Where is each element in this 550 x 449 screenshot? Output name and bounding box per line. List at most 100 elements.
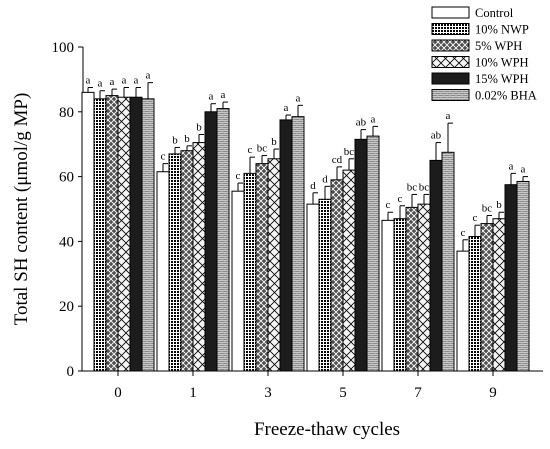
significance-label: a bbox=[284, 102, 289, 114]
legend-swatch bbox=[431, 89, 470, 101]
x-tick-label: 3 bbox=[264, 385, 272, 401]
bar bbox=[267, 158, 281, 372]
significance-label: a bbox=[521, 164, 526, 176]
bar bbox=[504, 184, 518, 372]
y-tick-label: 80 bbox=[59, 105, 74, 121]
significance-label: d bbox=[322, 173, 328, 185]
legend-label: Control bbox=[475, 6, 514, 20]
significance-label: a bbox=[134, 75, 139, 87]
x-tick-label: 7 bbox=[414, 385, 422, 401]
bar bbox=[168, 153, 182, 372]
significance-label: bc bbox=[407, 181, 418, 193]
bar bbox=[306, 203, 320, 372]
y-tick-label: 60 bbox=[59, 170, 74, 186]
legend-label: 0.02% BHA bbox=[475, 89, 537, 103]
bar bbox=[129, 96, 143, 372]
x-tick-label: 1 bbox=[189, 385, 197, 401]
significance-label: bc bbox=[482, 202, 493, 214]
legend: Control 10% NWP 5% WPH 10% WPH 15% WPH 0.02% … bbox=[431, 6, 537, 103]
bar bbox=[231, 190, 245, 372]
significance-label: a bbox=[446, 110, 451, 122]
significance-label: ab bbox=[356, 117, 367, 129]
legend-swatch bbox=[431, 39, 470, 52]
significance-label: c bbox=[461, 227, 466, 239]
legend-swatch bbox=[431, 6, 470, 19]
bar bbox=[105, 95, 119, 372]
x-tick-label: 5 bbox=[339, 385, 347, 401]
bar bbox=[381, 219, 395, 372]
significance-label: a bbox=[221, 89, 226, 101]
bar bbox=[366, 135, 380, 372]
legend-swatch bbox=[431, 72, 470, 85]
significance-label: a bbox=[209, 91, 214, 103]
significance-label: b bbox=[184, 133, 190, 145]
significance-label: c bbox=[386, 199, 391, 211]
bar bbox=[456, 250, 470, 372]
significance-label: b bbox=[496, 199, 502, 211]
significance-label: a bbox=[110, 76, 115, 88]
legend-label: 15% WPH bbox=[475, 72, 529, 86]
x-axis-title: Freeze-thaw cycles bbox=[254, 419, 400, 440]
bar bbox=[354, 138, 368, 372]
bar bbox=[417, 203, 431, 372]
y-tick-label: 20 bbox=[59, 299, 74, 315]
legend-label: 10% NWP bbox=[475, 23, 529, 37]
bar bbox=[405, 206, 419, 372]
y-tick-label: 100 bbox=[52, 40, 75, 56]
significance-label: b bbox=[196, 121, 202, 133]
bar bbox=[330, 179, 344, 372]
y-axis-title: Total SH content (μmol/g MP) bbox=[11, 93, 32, 326]
bar bbox=[81, 91, 95, 372]
bar bbox=[468, 236, 482, 372]
y-axis-title-group: Total SH content (μmol/g MP) bbox=[11, 93, 32, 326]
bar bbox=[243, 172, 257, 372]
bar bbox=[342, 169, 356, 372]
significance-label: c bbox=[398, 193, 403, 205]
significance-label: cd bbox=[332, 154, 343, 166]
significance-label: bc bbox=[419, 181, 430, 193]
significance-label: c bbox=[236, 170, 241, 182]
x-tick-label: 0 bbox=[114, 385, 122, 401]
significance-label: c bbox=[161, 151, 166, 163]
legend-swatch bbox=[431, 23, 470, 35]
legend-label: 5% WPH bbox=[475, 39, 522, 53]
bar bbox=[141, 98, 155, 372]
bar bbox=[216, 108, 230, 372]
bar bbox=[180, 150, 194, 372]
bar bbox=[441, 151, 455, 372]
bar bbox=[393, 218, 407, 372]
legend-label: 10% WPH bbox=[475, 56, 529, 70]
significance-label: a bbox=[146, 70, 151, 82]
y-tick-label: 40 bbox=[59, 234, 74, 250]
bar bbox=[204, 111, 218, 372]
bar bbox=[156, 171, 170, 372]
significance-label: c bbox=[248, 144, 253, 156]
bar bbox=[117, 96, 131, 372]
significance-label: a bbox=[509, 160, 514, 172]
significance-label: c bbox=[473, 212, 478, 224]
significance-label: a bbox=[371, 113, 376, 125]
significance-label: a bbox=[98, 78, 103, 90]
legend-swatch bbox=[431, 56, 470, 68]
bar bbox=[192, 142, 206, 372]
significance-label: bc bbox=[257, 143, 268, 155]
bar bbox=[255, 163, 269, 372]
significance-label: a bbox=[122, 75, 127, 87]
bar bbox=[93, 98, 107, 372]
significance-label: ab bbox=[431, 130, 442, 142]
x-tick-label: 9 bbox=[489, 385, 497, 401]
bar bbox=[516, 180, 530, 372]
bar bbox=[279, 119, 293, 372]
significance-label: bc bbox=[344, 146, 355, 158]
bar bbox=[480, 223, 494, 372]
bar bbox=[291, 116, 305, 372]
y-tick-label: 0 bbox=[67, 364, 75, 380]
significance-label: a bbox=[296, 92, 301, 104]
bar bbox=[318, 198, 332, 372]
significance-label: d bbox=[310, 180, 316, 192]
significance-label: b bbox=[271, 136, 277, 148]
bar bbox=[429, 159, 443, 372]
bar bbox=[492, 218, 506, 372]
